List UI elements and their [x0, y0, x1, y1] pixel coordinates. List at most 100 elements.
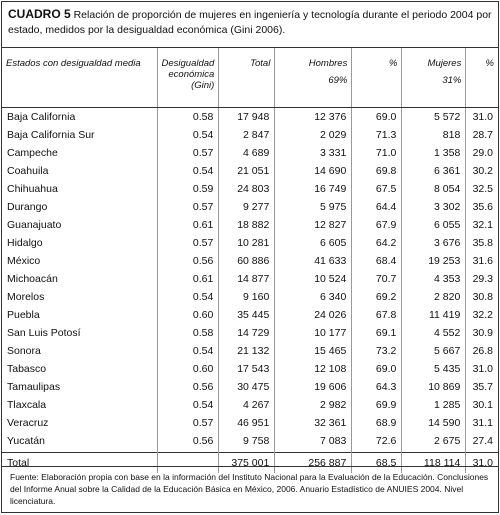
- header-row: Estados con desigualdad media Desigualdad…: [2, 48, 498, 108]
- state-name: Michoacán: [7, 273, 58, 285]
- table-cell: 21 132: [218, 342, 275, 360]
- table-row: San Luis Potosí 0.58 14 729 10 177 69.1 4 552…: [2, 324, 498, 342]
- table-cell: 72.6: [351, 432, 402, 453]
- table-cell: 68.4: [351, 252, 402, 270]
- table-cell: 46 951: [218, 414, 275, 432]
- table-cell: 35 445: [218, 306, 275, 324]
- table-cell: 12 827: [274, 216, 352, 234]
- table-cell: 21 051: [218, 162, 275, 180]
- state-name: Tlaxcala: [7, 399, 47, 411]
- state-name: México: [7, 255, 41, 267]
- table-cell: 5 667: [401, 342, 466, 360]
- table-row: Tlaxcala 0.54 4 267 2 982 69.9 1 285 30.1: [2, 396, 498, 414]
- table-row: Tamaulipas 0.56 30 475 19 606 64.3 10 869 35.7: [2, 378, 498, 396]
- table-cell: 17 543: [218, 360, 275, 378]
- table-cell: 73.2: [351, 342, 402, 360]
- table-row: Tabasco 0.60 17 543 12 108 69.0 5 435 31.0: [2, 360, 498, 378]
- state-name: Baja California Sur: [7, 129, 95, 141]
- table-cell: 14 877: [218, 270, 275, 288]
- table-cell: 24 803: [218, 180, 275, 198]
- table-cell: 69.2: [351, 288, 402, 306]
- table-row: Chihuahua 0.59 24 803 16 749 67.5 8 054 32.5: [2, 180, 498, 198]
- table-label: CUADRO 5: [8, 7, 71, 21]
- table-cell: 35.7: [465, 378, 498, 396]
- state-name: Tamaulipas: [7, 381, 61, 393]
- table-cell: 35.6: [465, 198, 498, 216]
- state-name: Campeche: [7, 147, 58, 159]
- header: CUADRO 5 Relación de proporción de mujer…: [2, 2, 498, 48]
- state-name: Hidalgo: [7, 237, 43, 249]
- table-cell: 0.57: [156, 144, 219, 162]
- table-cell: 5 435: [401, 360, 466, 378]
- table-cell: 14 690: [274, 162, 352, 180]
- table-cell: 0.54: [156, 288, 219, 306]
- table-cell: 27.4: [465, 432, 498, 453]
- table-body: Baja California 0.58 17 948 12 376 69.0 5 572…: [2, 107, 498, 473]
- table-cell: 30 475: [218, 378, 275, 396]
- table-cell: 0.58: [156, 107, 219, 126]
- table-cell: 5 572: [401, 107, 466, 126]
- state-name: Guanajuato: [7, 219, 62, 231]
- table-cell: 12 376: [274, 107, 352, 126]
- table-row: Sonora 0.54 21 132 15 465 73.2 5 667 26.8: [2, 342, 498, 360]
- table-cell: 69.0: [351, 107, 402, 126]
- column-title: Mujeres: [427, 58, 462, 69]
- state-name: Tabasco: [7, 363, 47, 375]
- table-cell: 32.1: [465, 216, 498, 234]
- table-cell: 4 353: [401, 270, 466, 288]
- table-cell: 10 177: [274, 324, 352, 342]
- table-row: Yucatán 0.56 9 758 7 083 72.6 2 675 27.4: [2, 432, 498, 453]
- table-cell: 10 281: [218, 234, 275, 252]
- table-cell: 19 253: [401, 252, 466, 270]
- state-name: Veracruz: [7, 417, 49, 429]
- table-cell: 69.8: [351, 162, 402, 180]
- table-cell: 0.54: [156, 342, 219, 360]
- column-title: %: [388, 58, 398, 69]
- column-title: Estados con desigualdad media: [6, 58, 141, 69]
- table-row: Michoacán 0.61 14 877 10 524 70.7 4 353 29.3: [2, 270, 498, 288]
- table-cell: 0.60: [156, 360, 219, 378]
- table-cell: 0.56: [156, 252, 219, 270]
- table-cell: 2 847: [218, 126, 275, 144]
- table-cell: 64.3: [351, 378, 402, 396]
- table-cell: 3 331: [274, 144, 352, 162]
- column-header: Desigualdad económica (Gini): [156, 48, 219, 108]
- table-cell: 64.4: [351, 198, 402, 216]
- table-cell: 24 026: [274, 306, 352, 324]
- table-cell: 17 948: [218, 107, 275, 126]
- table-cell: 71.0: [351, 144, 402, 162]
- table-cell: 0.54: [156, 162, 219, 180]
- table-cell: 18 882: [218, 216, 275, 234]
- column-title: %: [485, 58, 494, 69]
- table-cell: 0.60: [156, 306, 219, 324]
- table-cell: 32 361: [274, 414, 352, 432]
- table-cell: 15 465: [274, 342, 352, 360]
- footer: Fuente: Elaboración propia con base en l…: [2, 466, 498, 512]
- table-cell: 0.57: [156, 414, 219, 432]
- table-cell: 69.9: [351, 396, 402, 414]
- table-cell: 31.6: [465, 252, 498, 270]
- table-cell: 2 029: [274, 126, 352, 144]
- column-title: Hombres: [308, 58, 348, 69]
- table-cell: 0.61: [156, 216, 219, 234]
- table-cell: 0.54: [156, 126, 219, 144]
- table-cell: 10 524: [274, 270, 352, 288]
- column-header: %: [351, 48, 402, 108]
- table-cell: 30.1: [465, 396, 498, 414]
- table-cell: 0.54: [156, 396, 219, 414]
- table-cell: 26.8: [465, 342, 498, 360]
- table-cell: [156, 452, 219, 473]
- table-cell: 0.56: [156, 378, 219, 396]
- table-cell: 35.8: [465, 234, 498, 252]
- table-title: Relación de proporción de mujeres en ing…: [8, 9, 492, 36]
- table-row: Baja California Sur 0.54 2 847 2 029 71.3 818…: [2, 126, 498, 144]
- table-cell: 3 676: [401, 234, 466, 252]
- table-cell: 0.58: [156, 324, 219, 342]
- table-cell: 71.3: [351, 126, 402, 144]
- table-cell: 0.59: [156, 180, 219, 198]
- table-cell: 14 590: [401, 414, 466, 432]
- table-cell: 6 340: [274, 288, 352, 306]
- table-cell: 7 083: [274, 432, 352, 453]
